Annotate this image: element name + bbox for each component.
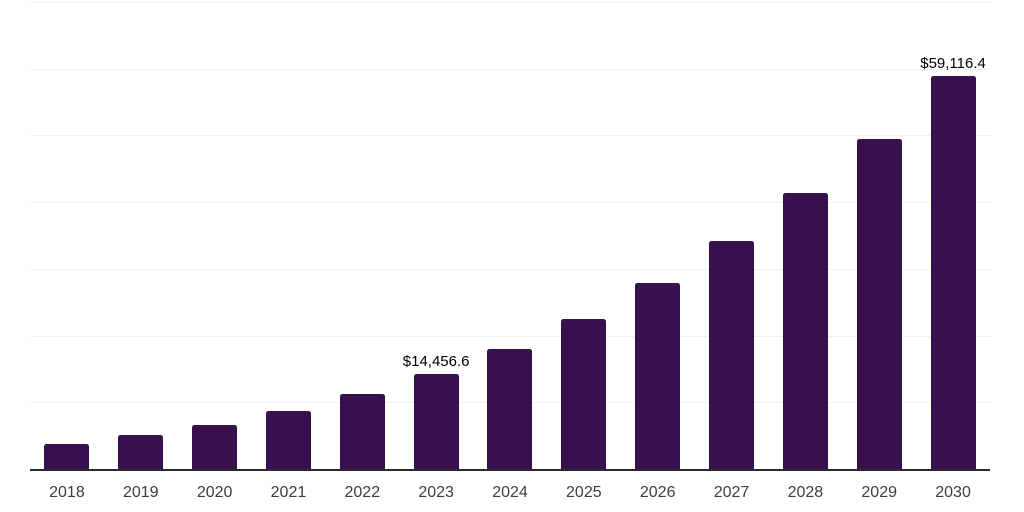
data-label-2030: $59,116.4 (920, 54, 986, 72)
x-tick-label-2030: 2030 (935, 484, 971, 501)
bar-slot-2018 (30, 3, 104, 470)
bar-2021 (265, 410, 311, 470)
bar-slot-2023: $14,456.6 (399, 3, 473, 470)
gridline-50000 (30, 135, 990, 137)
bar-slot-2019 (104, 3, 178, 470)
bar-2023: $14,456.6 (403, 354, 470, 470)
gridline-60000 (30, 68, 990, 70)
bar-2019 (118, 434, 164, 470)
x-axis-tick-labels: 2018 2019 2020 2021 2022 2023 2024 2025 2026 2027… (30, 485, 990, 501)
x-tick-label-2026: 2026 (639, 484, 676, 501)
bar-slot-2030: $59,116.4 (916, 3, 990, 470)
x-tick-label-2021: 2021 (270, 484, 307, 501)
bar-2027 (709, 240, 755, 470)
data-label-2023: $14,456.6 (402, 352, 470, 370)
bar-2020 (192, 425, 238, 470)
x-tick-label-2025: 2025 (566, 484, 602, 501)
x-tick-label-2018: 2018 (49, 484, 85, 501)
bar-2018 (44, 443, 90, 470)
bar-slot-2027 (695, 3, 769, 470)
bar-2030: $59,116.4 (920, 56, 986, 470)
plot-area: $14,456.6 $59,116.4 (30, 2, 990, 471)
gridline-40000 (30, 202, 990, 204)
bar-slot-2022 (325, 3, 399, 470)
bar-slot-2025 (547, 3, 621, 470)
bar-slot-2026 (621, 3, 695, 470)
x-tick-label-2019: 2019 (122, 484, 159, 501)
x-tick-label-2028: 2028 (787, 484, 824, 501)
x-tick-label-2024: 2024 (492, 484, 528, 501)
bar-2028 (782, 192, 828, 470)
bar-2024 (487, 348, 533, 470)
x-tick-label-2022: 2022 (344, 484, 381, 501)
bar-slot-2028 (768, 3, 842, 470)
bars-container: $14,456.6 $59,116.4 (30, 3, 990, 470)
bar-slot-2021 (252, 3, 326, 470)
bar-2022 (339, 393, 385, 470)
x-tick-label-2020: 2020 (196, 484, 233, 501)
x-tick-label-2027: 2027 (713, 484, 750, 501)
gridline-70000 (30, 2, 990, 3)
bar-2026 (635, 283, 681, 470)
bar-2025 (561, 318, 607, 470)
bar-2029 (856, 139, 902, 470)
x-tick-label-2023: 2023 (418, 484, 454, 501)
x-tick-label-2029: 2029 (861, 484, 897, 501)
bar-slot-2029 (842, 3, 916, 470)
bar-slot-2024 (473, 3, 547, 470)
gridline-30000 (30, 268, 990, 270)
x-axis-line (30, 469, 990, 471)
gridline-20000 (30, 335, 990, 337)
bar-slot-2020 (178, 3, 252, 470)
